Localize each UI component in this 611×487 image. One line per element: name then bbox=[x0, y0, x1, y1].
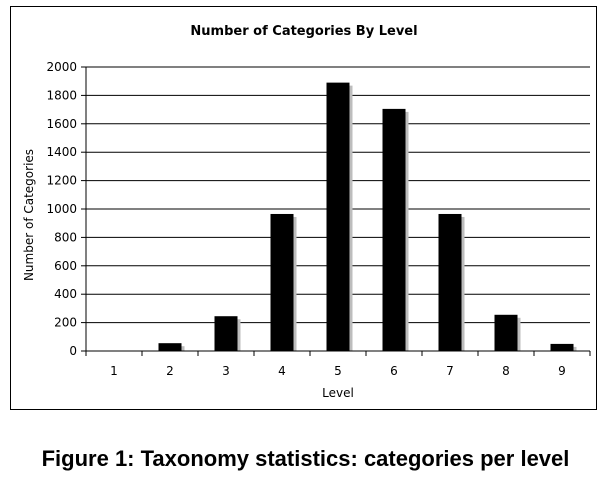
x-tick-label: 1 bbox=[110, 364, 118, 378]
x-tick-label: 7 bbox=[446, 364, 454, 378]
bar-chart: Number of Categories By Level Number of … bbox=[22, 24, 591, 400]
y-tick-label: 1800 bbox=[46, 88, 77, 102]
y-tick-label: 1600 bbox=[46, 117, 77, 131]
y-axis-label: Number of Categories bbox=[22, 149, 36, 281]
bar-level-9 bbox=[550, 343, 574, 351]
x-tick-label: 8 bbox=[502, 364, 510, 378]
y-tick-label: 2000 bbox=[46, 60, 77, 74]
figure-caption: Figure 1: Taxonomy statistics: categorie… bbox=[41, 446, 570, 471]
x-tick-label: 4 bbox=[278, 364, 286, 378]
y-tick-label: 600 bbox=[54, 259, 77, 273]
y-tick-label: 1000 bbox=[46, 202, 77, 216]
y-tick-label: 1400 bbox=[46, 145, 77, 159]
x-tick-label: 2 bbox=[166, 364, 174, 378]
y-tick-label: 200 bbox=[54, 316, 77, 330]
y-tick-label: 0 bbox=[69, 344, 77, 358]
axes bbox=[81, 66, 591, 356]
y-tick-label: 800 bbox=[54, 230, 77, 244]
bars bbox=[158, 82, 577, 352]
bar-level-3 bbox=[214, 316, 238, 351]
x-tick-label: 5 bbox=[334, 364, 342, 378]
chart-title: Number of Categories By Level bbox=[190, 24, 417, 39]
bar-level-6 bbox=[382, 108, 406, 351]
y-tick-label: 400 bbox=[54, 287, 77, 301]
y-tick-labels: 0 200 400 600 800 1000 1200 1400 1600 1800 2000 bbox=[46, 60, 77, 358]
bar-level-2 bbox=[158, 343, 182, 351]
chart-frame: Number of Categories By Level Number of … bbox=[10, 6, 597, 410]
x-tick-label: 3 bbox=[222, 364, 230, 378]
y-tick-label: 1200 bbox=[46, 174, 77, 188]
bar-level-5 bbox=[326, 82, 350, 352]
x-tick-label: 9 bbox=[558, 364, 566, 378]
x-tick-label: 6 bbox=[390, 364, 398, 378]
bar-level-7 bbox=[438, 213, 462, 351]
bar-level-4 bbox=[270, 213, 294, 351]
x-axis-label: Level bbox=[322, 386, 354, 400]
x-tick-labels: 1 2 3 4 5 6 7 8 9 bbox=[110, 364, 566, 378]
bar-level-8 bbox=[494, 314, 518, 351]
